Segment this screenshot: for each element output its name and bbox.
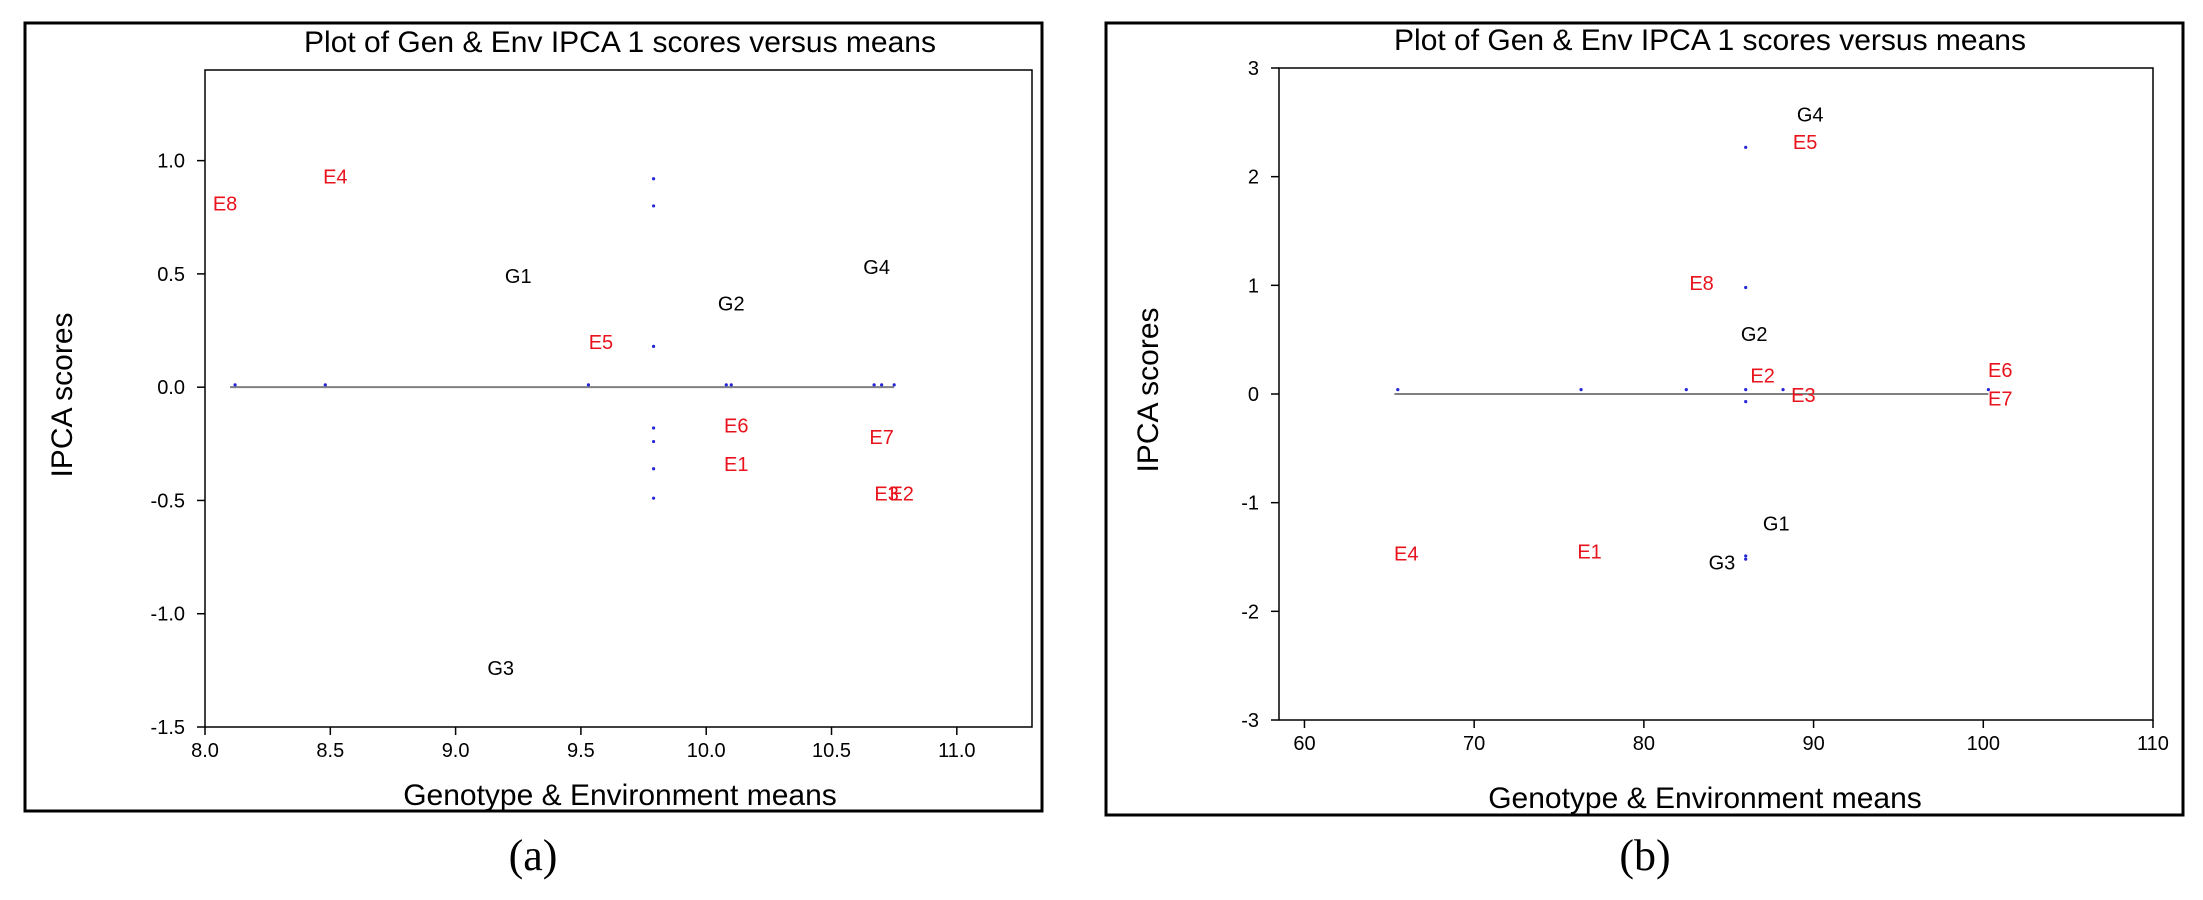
panel-b-data-dot [1579, 388, 1583, 392]
panel-a-environment-point: E2 [889, 484, 913, 506]
panel-a-ytick-label: -1.0 [151, 604, 185, 626]
panel-b-frame [1104, 21, 2185, 817]
panel-b-genotype-point: G3 [1709, 552, 1736, 574]
panel-b-data-dot [1744, 388, 1748, 392]
panel-a-environment-point: E1 [724, 454, 748, 476]
panel-b-ytick-label: -3 [1241, 710, 1259, 732]
panel-b-xtick-label: 90 [1802, 733, 1824, 755]
panel-a-xtick-label: 9.0 [442, 740, 470, 762]
panel-a-data-dot [233, 383, 237, 387]
panel-a-data-dot [651, 439, 656, 444]
panel-a-genotype-point: G2 [718, 293, 745, 315]
panel-a-xtick-label: 10.5 [812, 740, 851, 762]
panel-b-ytick-label: 1 [1248, 275, 1259, 297]
panel-a-xtick-label: 10.0 [687, 740, 726, 762]
panel-b-data-dot [1744, 557, 1748, 561]
panel-a-data-dot [729, 383, 733, 387]
panel-b-environment-point: E4 [1394, 544, 1418, 566]
panel-a-frame [23, 21, 1044, 813]
panel-b-environment-point: E8 [1689, 273, 1713, 295]
panel-a-data-dot [651, 177, 656, 181]
panel-a-environment-point: E7 [869, 427, 893, 449]
panel-a-xtick-label: 9.5 [567, 740, 595, 762]
panel-b-caption: (b) [1619, 831, 1670, 880]
panel-b-xtick-label: 60 [1293, 733, 1315, 755]
panel-b-environment-point: E7 [1988, 388, 2012, 410]
panel-b-y-axis-label: IPCA scores [1132, 307, 1165, 472]
panel-a-plot-area [204, 69, 1033, 728]
panel-a-xtick-label: 11.0 [938, 740, 975, 762]
panel-a-genotype-point: G4 [863, 257, 890, 279]
panel-b-x-axis-label: Genotype & Environment means [1488, 782, 1922, 815]
panel-b-title: Plot of Gen & Env IPCA 1 scores versus m… [1394, 24, 2026, 57]
panel-b-environment-point: E5 [1793, 132, 1817, 154]
panel-b-ytick-label: 2 [1248, 167, 1259, 189]
panel-a-data-dot [880, 383, 884, 387]
panel-a-ytick-label: -0.5 [151, 490, 185, 512]
panel-a-chart: Plot of Gen & Env IPCA 1 scores versus m… [46, 26, 1033, 812]
panel-a-genotype-point: G1 [505, 266, 532, 288]
panel-a-data-dot [651, 204, 656, 208]
panel-a-environment-point: E8 [213, 194, 237, 216]
panel-a-genotype-point: G3 [487, 658, 514, 680]
panel-b-data-dot [1396, 388, 1400, 392]
panel-a-caption: (a) [509, 831, 558, 880]
panel-a-environment-point: E4 [323, 166, 347, 188]
panel-b-chart: Plot of Gen & Env IPCA 1 scores versus m… [1132, 24, 2169, 815]
panel-a-data-dot [872, 383, 876, 387]
panel-b-environment-point: E6 [1988, 360, 2012, 382]
panel-a-ytick-label: -1.5 [151, 717, 185, 739]
panel-a-data-dot [651, 426, 656, 430]
panel-b-data-dot [1781, 388, 1785, 392]
panel-b-data-dot [1744, 400, 1748, 404]
panel-a-data-dot [586, 383, 591, 387]
panel-a-data-dot [892, 383, 896, 387]
panel-a-data-dot [651, 467, 656, 471]
panel-b-environment-point: E2 [1750, 366, 1774, 388]
panel-b-data-dot [1744, 145, 1748, 149]
panel-a-y-axis-label: IPCA scores [46, 312, 79, 477]
panel-b-ytick-label: 0 [1248, 384, 1259, 406]
panel-b-data-dot [1744, 285, 1748, 290]
panel-a-ytick-label: 1.0 [157, 151, 185, 173]
panel-b-data-dot [1744, 554, 1748, 558]
panel-b-environment-point: E3 [1791, 385, 1815, 407]
panel-a-data-dot [651, 496, 656, 500]
panel-b-xtick-label: 100 [1967, 733, 2000, 755]
panel-b-ytick-label: -2 [1241, 601, 1259, 623]
panel-b-genotype-point: G1 [1763, 513, 1790, 535]
panel-a-data-dot [651, 344, 656, 348]
panel-b-data-dot [1684, 388, 1688, 392]
panel-b-genotype-point: G4 [1797, 105, 1824, 127]
panel-b-xtick-label: 110 [2137, 733, 2169, 755]
panel-a-environment-point: E3 [874, 484, 898, 506]
panel-a-data-dot [323, 383, 327, 387]
panel-b-environment-point: E1 [1577, 542, 1601, 564]
panel-a-x-axis-label: Genotype & Environment means [403, 779, 837, 812]
panel-a-ytick-label: 0.0 [157, 377, 185, 399]
panel-b-xtick-label: 70 [1463, 733, 1485, 755]
panel-a-xtick-label: 8.5 [316, 740, 344, 762]
panel-a-environment-point: E6 [724, 416, 748, 438]
panel-a-ytick-label: 0.5 [157, 264, 185, 286]
panel-a-environment-point: E5 [589, 332, 613, 354]
panel-b-ytick-label: 3 [1248, 58, 1259, 80]
panel-a-title: Plot of Gen & Env IPCA 1 scores versus m… [304, 26, 936, 59]
panel-b-data-dot [1986, 388, 1990, 392]
panel-a-data-dot [724, 383, 728, 387]
panel-b-ytick-label: -1 [1241, 493, 1259, 515]
panel-a-xtick-label: 8.0 [191, 740, 219, 762]
panel-b-genotype-point: G2 [1741, 324, 1768, 346]
panel-b-xtick-label: 80 [1633, 733, 1655, 755]
